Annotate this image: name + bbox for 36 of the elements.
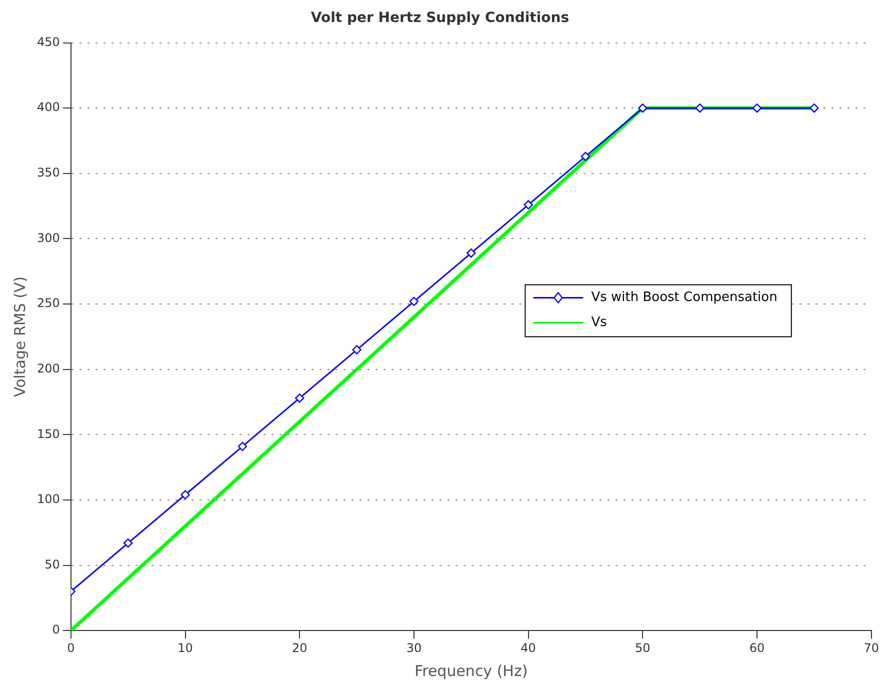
point xyxy=(238,442,248,452)
y-tick-label: 250 xyxy=(37,296,60,310)
y-tick-label: 450 xyxy=(37,34,60,49)
point xyxy=(695,104,704,113)
y-tick-label: 350 xyxy=(37,166,60,180)
legend-label: Vs xyxy=(591,315,608,330)
x-tick-label: 40 xyxy=(520,640,536,655)
point xyxy=(352,345,362,354)
x-tick-label: 20 xyxy=(292,640,308,655)
point xyxy=(580,152,590,162)
point xyxy=(810,104,819,113)
y-axis-title: Voltage RMS (V) xyxy=(10,276,29,398)
y-tick-label: 400 xyxy=(37,100,60,114)
y-tick-label: 200 xyxy=(37,361,60,376)
point xyxy=(295,393,304,403)
x-tick-label: 70 xyxy=(864,640,880,655)
point xyxy=(466,248,476,258)
x-tick-label: 60 xyxy=(749,640,765,655)
chart-title: Volt per Hertz Supply Conditions xyxy=(310,10,570,26)
y-tick-label: 300 xyxy=(37,230,60,245)
point xyxy=(123,538,133,548)
x-tick-label: 10 xyxy=(178,640,193,655)
point xyxy=(524,200,533,210)
legend-label: Vs with Boost Compensation xyxy=(591,290,778,306)
point xyxy=(638,104,648,113)
point xyxy=(180,490,190,500)
y-tick-label: 0 xyxy=(52,622,60,637)
y-tick-label: 50 xyxy=(44,557,60,572)
x-axis-title: Frequency (Hz) xyxy=(414,662,528,680)
x-tick-label: 50 xyxy=(635,640,650,655)
point xyxy=(409,296,419,306)
point xyxy=(752,104,762,113)
x-tick-label: 0 xyxy=(67,640,75,655)
y-tick-label: 100 xyxy=(37,492,60,506)
y-tick-label: 150 xyxy=(37,426,60,441)
x-tick-label: 30 xyxy=(406,640,422,655)
